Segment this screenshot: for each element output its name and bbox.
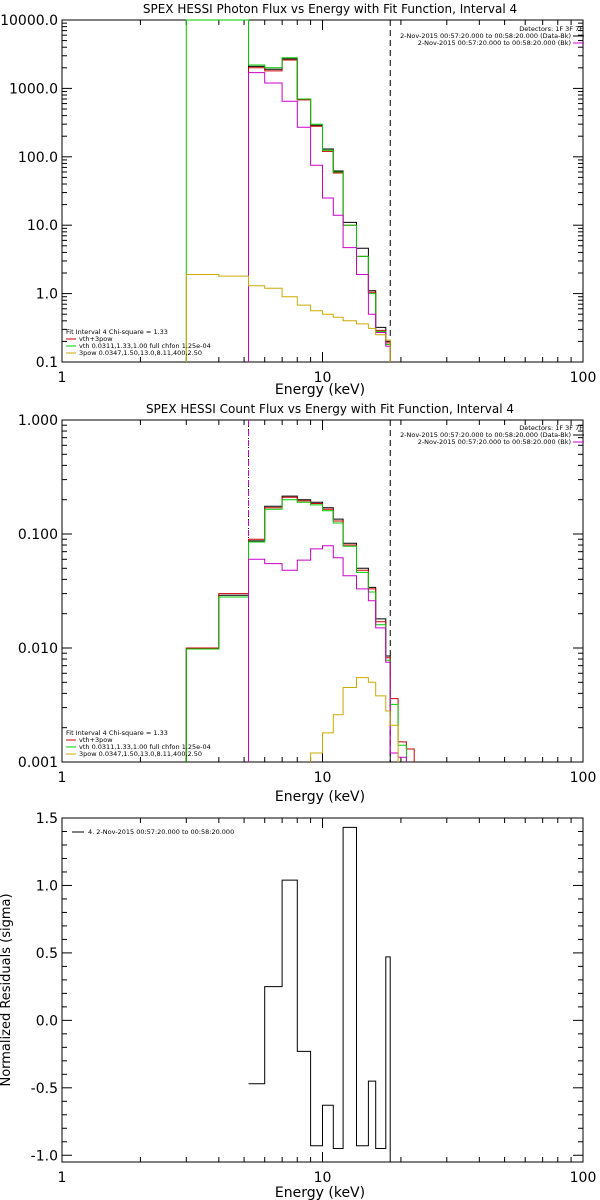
photon-series <box>185 19 391 362</box>
residuals-axes: 1 10 100 -1.0 -0.5 0.0 0.5 1.0 1.5 <box>31 811 597 1186</box>
count-series <box>185 420 415 762</box>
count-header-line: Detectors: 1F 3F 7F <box>519 424 583 432</box>
count-axes: 1 10 100 0.001 0.010 0.100 1.000 <box>18 413 596 786</box>
y-tick-label: 10.0 <box>27 218 58 234</box>
y-tick-label: 0.001 <box>18 755 58 771</box>
photon-series-2 <box>185 19 391 362</box>
count-fit-legend-line: Fit Interval 4 Chi-square = 1.33 <box>66 729 168 737</box>
x-tick-label: 100 <box>570 370 597 386</box>
y-tick-label: 0.010 <box>18 641 58 657</box>
y-tick-label: 0.1 <box>36 355 58 371</box>
y-tick-label: -0.5 <box>31 1081 58 1097</box>
photon-fit-legend-line: vth 0.0311,1.33,1.00 full chfon 1.25e-04 <box>79 342 211 350</box>
photon-header-legend: Detectors: 1F 3F 7F 2-Nov-2015 00:57:20.… <box>400 25 584 47</box>
y-tick-label: 100.0 <box>18 150 58 166</box>
y-tick-label: 1.0 <box>36 287 58 303</box>
x-tick-label: 10 <box>314 770 332 786</box>
x-tick-label: 100 <box>570 1170 597 1186</box>
count-fit-legend: Fit Interval 4 Chi-square = 1.33 vth+3po… <box>66 729 211 758</box>
count-series-2 <box>185 499 407 762</box>
y-tick-label: 1.0 <box>36 878 58 894</box>
count-fit-legend-line: 3pow 0.0347,1.50,13.0,8.11,400,2.50 <box>79 750 202 758</box>
count-series-1 <box>185 496 415 762</box>
photon-fit-legend: Fit Interval 4 Chi-square = 1.33 vth+3po… <box>66 328 211 357</box>
y-tick-label: 1.5 <box>36 811 58 827</box>
count-chart-title: SPEX HESSI Count Flux vs Energy with Fit… <box>146 402 514 416</box>
x-tick-label: 1 <box>58 770 67 786</box>
photon-header-line: 2-Nov-2015 00:57:20.000 to 00:58:20.000 … <box>400 32 571 40</box>
x-tick-label: 1 <box>58 370 67 386</box>
y-tick-label: 1000.0 <box>9 81 58 97</box>
photon-axes: 1 10 100 0.1 1.0 10.0 100.0 1000.0 10000.0 <box>0 13 596 386</box>
count-header-line: 2-Nov-2015 00:57:20.000 to 00:58:20.000 … <box>418 438 571 446</box>
residuals-legend: 4. 2-Nov-2015 00:57:20.000 to 00:58:20.0… <box>72 828 234 836</box>
count-x-axis-label: Energy (keV) <box>275 789 365 805</box>
photon-x-axis-label: Energy (keV) <box>275 382 365 398</box>
residuals-legend-entry: 4. 2-Nov-2015 00:57:20.000 to 00:58:20.0… <box>88 828 234 836</box>
photon-series-4 <box>185 274 391 362</box>
y-tick-label: 0.0 <box>36 1013 58 1029</box>
x-tick-label: 100 <box>570 770 597 786</box>
y-tick-label: -1.0 <box>31 1148 58 1164</box>
count-series-4 <box>310 677 399 762</box>
count-fit-legend-line: vth 0.0311,1.33,1.00 full chfon 1.25e-04 <box>79 743 211 751</box>
y-tick-label: 1.000 <box>18 413 58 429</box>
x-tick-label: 10 <box>314 370 332 386</box>
count-header-line: 2-Nov-2015 00:57:20.000 to 00:58:20.000 … <box>400 431 571 439</box>
photon-flux-panel: SPEX HESSI Photon Flux vs Energy with Fi… <box>0 2 596 398</box>
x-tick-label: 10 <box>314 1170 332 1186</box>
y-tick-label: 0.5 <box>36 946 58 962</box>
x-tick-label: 1 <box>58 1170 67 1186</box>
residuals-panel: 1 10 100 -1.0 -0.5 0.0 0.5 1.0 1.5 4. 2-Nov-2015… <box>0 811 596 1200</box>
residuals-series <box>248 826 391 1162</box>
count-series-3 <box>248 545 407 762</box>
photon-fit-legend-line: Fit Interval 4 Chi-square = 1.33 <box>66 328 168 336</box>
y-tick-label: 10000.0 <box>0 13 58 29</box>
count-fit-legend-line: vth+3pow <box>79 736 113 744</box>
residuals-x-axis-label: Energy (keV) <box>275 1185 365 1200</box>
photon-header-line: 2-Nov-2015 00:57:20.000 to 00:58:20.000 … <box>418 39 571 47</box>
count-flux-panel: SPEX HESSI Count Flux vs Energy with Fit… <box>18 402 596 805</box>
y-tick-label: 0.100 <box>18 527 58 543</box>
residuals-series-0 <box>248 826 391 1162</box>
residuals-y-axis-label: Normalized Residuals (sigma) <box>0 893 14 1086</box>
photon-fit-legend-line: vth+3pow <box>79 335 113 343</box>
photon-chart-title: SPEX HESSI Photon Flux vs Energy with Fi… <box>143 2 517 16</box>
photon-fit-legend-line: 3pow 0.0347,1.50,13.0,8.11,400,2.50 <box>79 349 202 357</box>
photon-header-line: Detectors: 1F 3F 7F <box>519 25 583 33</box>
count-header-legend: Detectors: 1F 3F 7F 2-Nov-2015 00:57:20.… <box>400 424 584 446</box>
